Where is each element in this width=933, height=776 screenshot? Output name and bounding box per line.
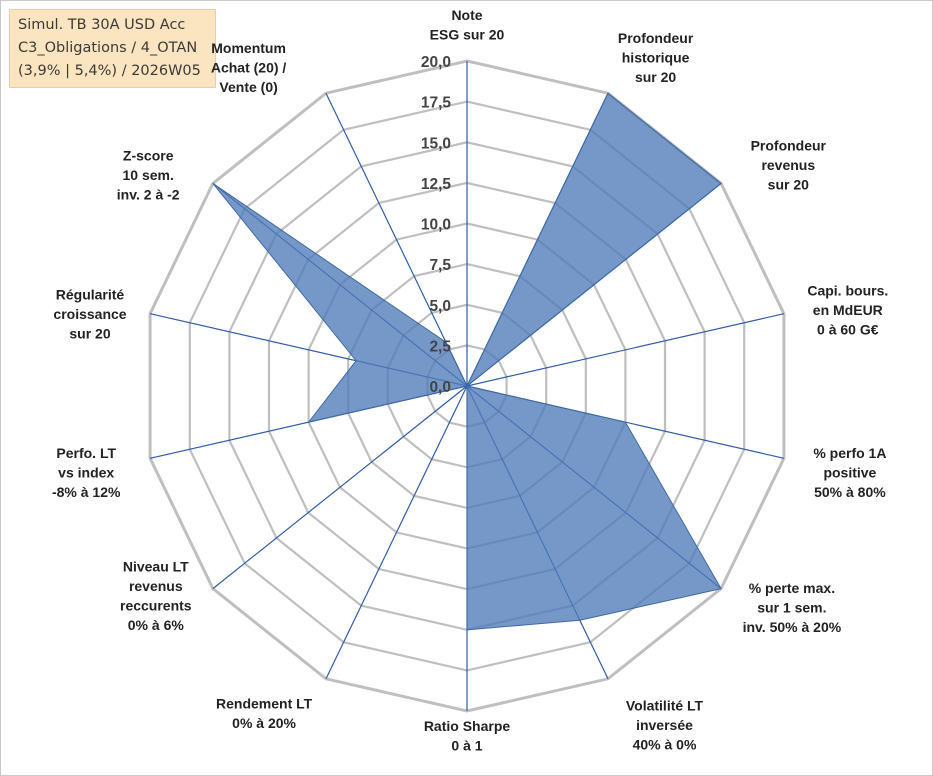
axis-label-1-line-1: historique: [622, 49, 690, 65]
axis-label-4-line-0: % perfo 1A: [813, 445, 886, 461]
axis-label-11: Régularité croissance sur 20: [53, 287, 126, 342]
title-line-1: Simul. TB 30A USD Acc: [18, 17, 186, 33]
spoke-8: [325, 385, 468, 680]
tick-label-5: 12,5: [421, 176, 452, 193]
axis-label-0: Note ESG sur 20: [430, 7, 505, 43]
tick-label-2: 5,0: [429, 298, 451, 315]
axis-label-5-line-1: sur 1 sem.: [757, 600, 826, 616]
axis-label-4-line-1: positive: [823, 465, 876, 481]
axis-label-8-line-0: Rendement LT: [216, 696, 313, 712]
axis-label-6: Volatilité LT inversée 40% à 0%: [626, 698, 704, 753]
axis-label-10-line-2: -8% à 12%: [52, 484, 121, 500]
axis-label-11-line-0: Régularité: [56, 287, 125, 303]
axis-label-11-line-2: sur 20: [69, 326, 110, 342]
spoke-9: [212, 385, 468, 590]
tick-label-8: 20,0: [421, 54, 451, 71]
spoke-3: [466, 313, 785, 387]
axis-label-6-line-0: Volatilité LT: [626, 698, 704, 714]
radar-series: [212, 92, 722, 631]
axis-label-6-line-1: inversée: [636, 717, 693, 733]
axis-label-12-line-1: 10 sem.: [123, 167, 174, 183]
axis-label-9: Niveau LT revenus reccurents 0% à 6%: [120, 558, 192, 633]
axis-label-10-line-0: Perfo. LT: [56, 445, 116, 461]
axis-label-12-line-2: inv. 2 à -2: [117, 186, 180, 202]
axis-label-12-line-0: Z-score: [123, 147, 174, 163]
axis-label-7: Ratio Sharpe 0 à 1: [424, 718, 511, 754]
axis-label-7-line-0: Ratio Sharpe: [424, 718, 511, 734]
axis-label-2-line-1: revenus: [761, 157, 815, 173]
axis-label-0-line-1: ESG sur 20: [430, 27, 505, 43]
axis-label-9-line-0: Niveau LT: [123, 558, 189, 574]
axis-label-2-line-0: Profondeur: [751, 137, 827, 153]
radar-axis-labels: Note ESG sur 20 Profondeur historique sur 20…: [52, 7, 888, 754]
axis-label-2: Profondeur revenus sur 20: [751, 137, 827, 192]
tick-label-4: 10,0: [421, 217, 451, 234]
axis-label-1-line-2: sur 20: [635, 69, 676, 85]
axis-label-8: Rendement LT 0% à 20%: [216, 696, 313, 732]
axis-label-1-line-0: Profondeur: [618, 30, 694, 46]
axis-label-12: Z-score 10 sem. inv. 2 à -2: [117, 147, 180, 202]
axis-label-13: Momentum Achat (20) / Vente (0): [211, 40, 287, 95]
axis-label-13-line-0: Momentum: [211, 40, 286, 56]
axis-label-13-line-1: Achat (20) /: [211, 59, 287, 75]
axis-label-9-line-1: revenus: [129, 578, 183, 594]
axis-label-1: Profondeur historique sur 20: [618, 30, 694, 85]
axis-label-5-line-2: inv. 50% à 20%: [743, 619, 842, 635]
axis-label-3-line-1: en MdEUR: [813, 302, 883, 318]
axis-label-3-line-2: 0 à 60 G€: [817, 322, 879, 338]
axis-label-5: % perte max. sur 1 sem. inv. 50% à 20%: [743, 580, 842, 635]
title-line-3: (3,9% | 5,4%) / 2026W05: [18, 63, 201, 79]
radar-tick-labels: 0,0 2,5 5,0 7,5 10,0 12,5 15,0 17,5 20,0: [421, 54, 452, 396]
axis-label-9-line-3: 0% à 6%: [128, 617, 185, 633]
axis-label-3-line-0: Capi. bours.: [807, 283, 888, 299]
spoke-13: [325, 92, 468, 387]
axis-label-3: Capi. bours. en MdEUR 0 à 60 G€: [807, 283, 888, 338]
axis-label-0-line-0: Note: [451, 7, 482, 23]
axis-label-2-line-2: sur 20: [768, 176, 809, 192]
title-line-2: C3_Obligations / 4_OTAN: [18, 40, 198, 56]
tick-label-1: 2,5: [429, 338, 451, 355]
axis-label-5-line-0: % perte max.: [749, 580, 835, 596]
tick-label-0: 0,0: [429, 379, 451, 396]
tick-label-6: 15,0: [421, 135, 451, 152]
axis-label-4-line-2: 50% à 80%: [814, 484, 886, 500]
axis-label-4: % perfo 1A positive 50% à 80%: [813, 445, 886, 500]
axis-label-13-line-2: Vente (0): [219, 79, 277, 95]
tick-label-7: 17,5: [421, 95, 452, 112]
axis-label-6-line-2: 40% à 0%: [633, 737, 697, 753]
chart-title-box: Simul. TB 30A USD Acc C3_Obligations / 4…: [9, 9, 216, 88]
axis-label-9-line-2: reccurents: [120, 597, 192, 613]
axis-label-7-line-1: 0 à 1: [451, 738, 482, 754]
series-area-0: [212, 92, 722, 631]
tick-label-3: 7,5: [429, 257, 451, 274]
axis-label-10-line-1: vs index: [58, 465, 114, 481]
axis-label-8-line-1: 0% à 20%: [232, 715, 296, 731]
axis-label-11-line-1: croissance: [53, 306, 126, 322]
axis-label-10: Perfo. LT vs index -8% à 12%: [52, 445, 121, 500]
